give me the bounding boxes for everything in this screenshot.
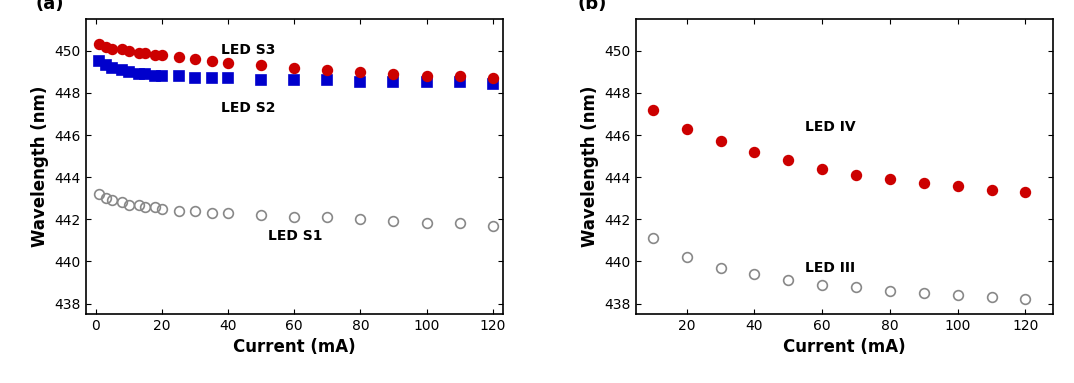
Text: LED S2: LED S2 [221, 101, 276, 115]
Text: (b): (b) [578, 0, 607, 13]
Text: LED S1: LED S1 [267, 229, 322, 243]
Y-axis label: Wavelength (nm): Wavelength (nm) [31, 86, 49, 247]
X-axis label: Current (mA): Current (mA) [783, 339, 905, 357]
Text: (a): (a) [35, 0, 64, 13]
X-axis label: Current (mA): Current (mA) [233, 339, 355, 357]
Y-axis label: Wavelength (nm): Wavelength (nm) [581, 86, 599, 247]
Text: LED III: LED III [806, 261, 855, 275]
Text: LED S3: LED S3 [221, 43, 276, 57]
Text: LED IV: LED IV [806, 120, 856, 134]
